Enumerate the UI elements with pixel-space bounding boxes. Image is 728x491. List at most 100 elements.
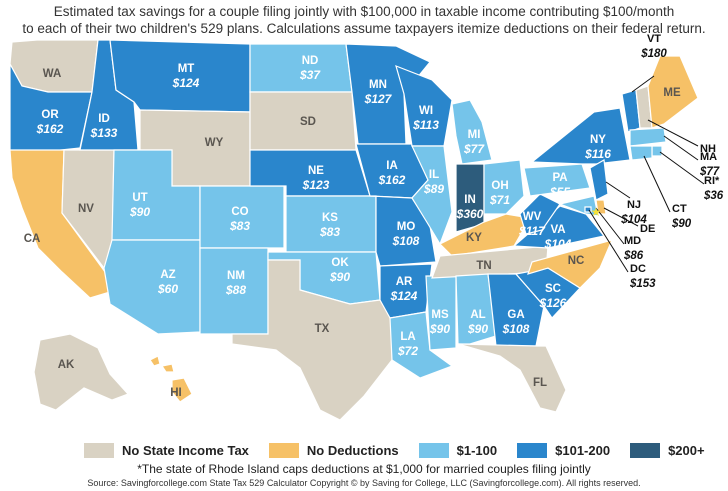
state-wv [519,193,561,235]
map-header: Estimated tax savings for a couple filin… [0,3,728,37]
leader-line-ri [659,151,705,185]
legend-label: $200+ [668,442,705,458]
state-value-id: $133 [90,126,118,140]
footnote: *The state of Rhode Island caps deductio… [137,462,591,476]
state-label-il: IL [429,169,439,181]
state-value-ut: $90 [129,205,150,219]
state-label-wv: WV [523,211,542,223]
leader-lines [588,75,705,273]
state-label-vt: VT [647,33,661,45]
leader-line-md [595,207,625,245]
dc-star-icon: ★ [591,205,602,219]
state-label-in: IN [464,194,476,206]
legend-label: No Deductions [306,442,399,458]
state-value-nd: $37 [299,68,321,82]
us-map: WAOR$162CANVID$133MT$124WYUT$90AZ$60CO$8… [9,33,724,421]
header-line-2: to each of their two children's 529 plan… [22,21,706,36]
state-value-ct: $90 [671,218,692,230]
state-label-ny: NY [590,134,606,146]
state-az [103,239,201,335]
state-label-ne: NE [308,165,324,177]
state-label-ca: CA [24,233,41,245]
state-value-md: $86 [623,250,644,262]
state-ma [629,127,667,147]
state-value-ne: $123 [302,178,330,192]
leader-line-dc [588,209,629,273]
state-label-nd: ND [302,55,319,67]
state-value-nj: $104 [620,214,647,226]
state-hi [149,355,193,403]
state-value-ny: $116 [584,147,611,161]
state-label-pa: PA [552,172,567,184]
state-label-mn: MN [369,79,387,91]
state-label-ct: CT [672,203,687,215]
state-label-ak: AK [58,359,75,371]
state-value-az: $60 [157,282,178,296]
legend-swatch [84,442,114,458]
source-credit: Source: Savingforcollege.com State Tax 5… [87,478,641,488]
state-label-ia: IA [386,160,398,172]
state-label-tx: TX [315,323,330,335]
state-label-al: AL [470,309,485,321]
leader-line-nh [647,119,699,147]
state-label-md: MD [624,235,641,247]
state-value-oh: $71 [489,193,510,207]
state-nj [589,159,609,201]
state-value-ar: $124 [390,289,418,303]
state-value-ms: $90 [429,322,450,336]
state-label-fl: FL [533,377,547,389]
state-label-ri: RI* [704,175,720,187]
legend-item: No State Income Tax [84,442,249,458]
state-label-la: LA [400,331,415,343]
state-label-mi: MI [468,129,481,141]
state-shapes [9,39,699,421]
state-label-nv: NV [78,203,94,215]
state-label-id: ID [98,113,110,125]
state-value-ga: $108 [502,322,530,336]
state-label-sd: SD [300,116,316,128]
state-label-ks: KS [322,212,338,224]
state-value-ks: $83 [319,225,340,239]
state-label-ky: KY [466,232,482,244]
state-wa [9,39,99,93]
header-line-1: Estimated tax savings for a couple filin… [53,4,675,19]
legend-item: $200+ [630,442,705,458]
state-mi [451,99,493,165]
legend-label: No State Income Tax [122,442,249,458]
state-oh [483,159,525,215]
state-value-ma: $77 [699,166,720,178]
state-value-co: $83 [229,219,250,233]
state-label-nm: NM [227,270,245,282]
state-value-wi: $113 [412,118,439,132]
leader-line-vt [631,75,655,93]
state-value-pa: $55 [549,185,570,199]
state-fl [457,343,567,413]
state-label-nc: NC [568,255,585,267]
state-mn [345,43,431,145]
state-label-or: OR [41,109,59,121]
state-ny [530,107,631,165]
legend-swatch [268,442,299,458]
state-la [389,311,454,379]
state-label-tn: TN [476,260,491,272]
leader-line-ma [663,135,699,161]
legend: No State Income Tax No Deductions $1-100 $1… [84,440,725,460]
state-label-de: DE [640,223,655,235]
state-value-la: $72 [397,344,418,358]
state-label-ma: MA [700,151,717,163]
state-label-wa: WA [43,68,62,80]
legend-item: $1-100 [418,442,498,458]
state-ak [33,333,130,411]
state-label-oh: OH [491,180,508,192]
state-label-va: VA [550,224,565,236]
state-label-az: AZ [160,269,175,281]
state-label-sc: SC [545,283,561,295]
state-label-wy: WY [205,137,224,149]
state-label-ms: MS [431,309,449,321]
state-value-vt: $180 [640,48,667,60]
legend-label: $1-100 [456,442,498,458]
state-value-ri: $36 [703,190,724,202]
state-value-mi: $77 [463,142,485,156]
state-value-in: $360 [456,207,484,221]
state-pa [523,163,591,197]
